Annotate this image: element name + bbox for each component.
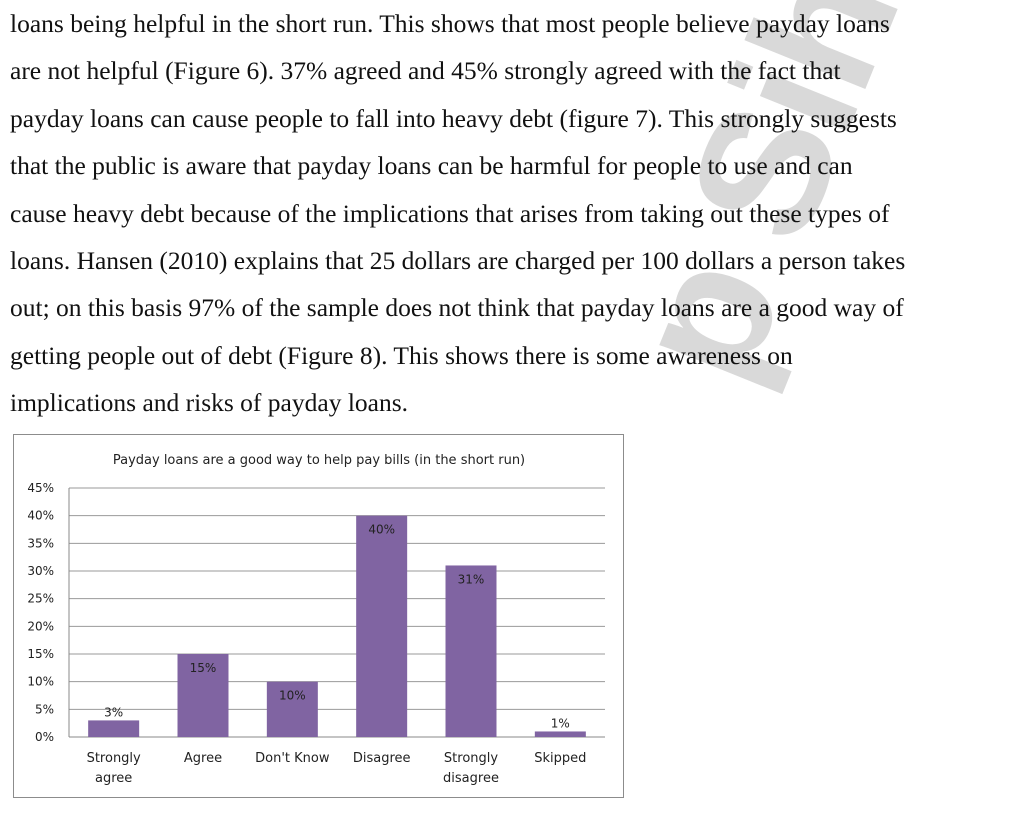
data-label: 3% (104, 705, 123, 719)
bar (356, 515, 408, 737)
y-tick-label: 25% (27, 592, 54, 606)
data-label: 1% (551, 716, 570, 730)
x-tick-label: Don't Know (255, 751, 330, 766)
y-tick-label: 20% (27, 619, 54, 633)
paragraph-line: are not helpful (Figure 6). 37% agreed a… (10, 56, 841, 86)
paragraph-line: loans. Hansen (2010) explains that 25 do… (10, 245, 906, 275)
chart-title: Payday loans are a good way to help pay … (113, 453, 525, 468)
paragraph-line: out; on this basis 97% of the sample doe… (10, 293, 904, 323)
bar (534, 731, 586, 737)
bar (266, 681, 318, 737)
data-label: 40% (368, 523, 395, 537)
bar (88, 720, 140, 737)
bar (445, 565, 497, 737)
bar-chart: Payday loans are a good way to help pay … (27, 453, 605, 786)
y-tick-label: 10% (27, 675, 54, 689)
bar (177, 654, 229, 737)
y-tick-label: 45% (27, 481, 54, 495)
x-tick-label: Strongly disagree (443, 751, 499, 786)
y-tick-label: 5% (35, 702, 54, 716)
paragraph-line: cause heavy debt because of the implicat… (10, 198, 890, 228)
y-tick-label: 35% (27, 536, 54, 550)
data-label: 10% (279, 689, 306, 703)
y-tick-label: 0% (35, 730, 54, 744)
chart-frame: Payday loans are a good way to help pay … (13, 434, 624, 798)
y-tick-label: 15% (27, 647, 54, 661)
data-label: 15% (190, 661, 217, 675)
y-tick-label: 30% (27, 564, 54, 578)
gridlines (68, 487, 605, 738)
paragraph-line: that the public is aware that payday loa… (10, 151, 853, 181)
x-axis-ticks: Strongly agree Agree Don't Know Disagree Stro… (87, 751, 587, 786)
paragraph-line: loans being helpful in the short run. Th… (10, 9, 890, 38)
x-tick-label: Agree (184, 751, 222, 766)
paragraph-line: payday loans can cause people to fall in… (10, 103, 897, 133)
y-tick-label: 40% (27, 509, 54, 523)
paragraph: loans being helpful in the short run. Th… (10, 0, 1010, 427)
paragraph-line: getting people out of debt (Figure 8). T… (10, 340, 793, 370)
x-tick-label: Disagree (353, 751, 411, 766)
data-label: 31% (458, 572, 485, 586)
data-labels: 3% 15% 10% 40% 31% 1% (104, 523, 570, 731)
paragraph-line: implications and risks of payday loans. (10, 388, 409, 418)
x-tick-label: Skipped (534, 751, 586, 766)
y-axis-ticks: 0% 5% 10% 15% 20% 25% 30% 35% 40% 45% (27, 481, 54, 744)
x-tick-label: Strongly agree (87, 751, 141, 786)
bars (88, 515, 586, 737)
